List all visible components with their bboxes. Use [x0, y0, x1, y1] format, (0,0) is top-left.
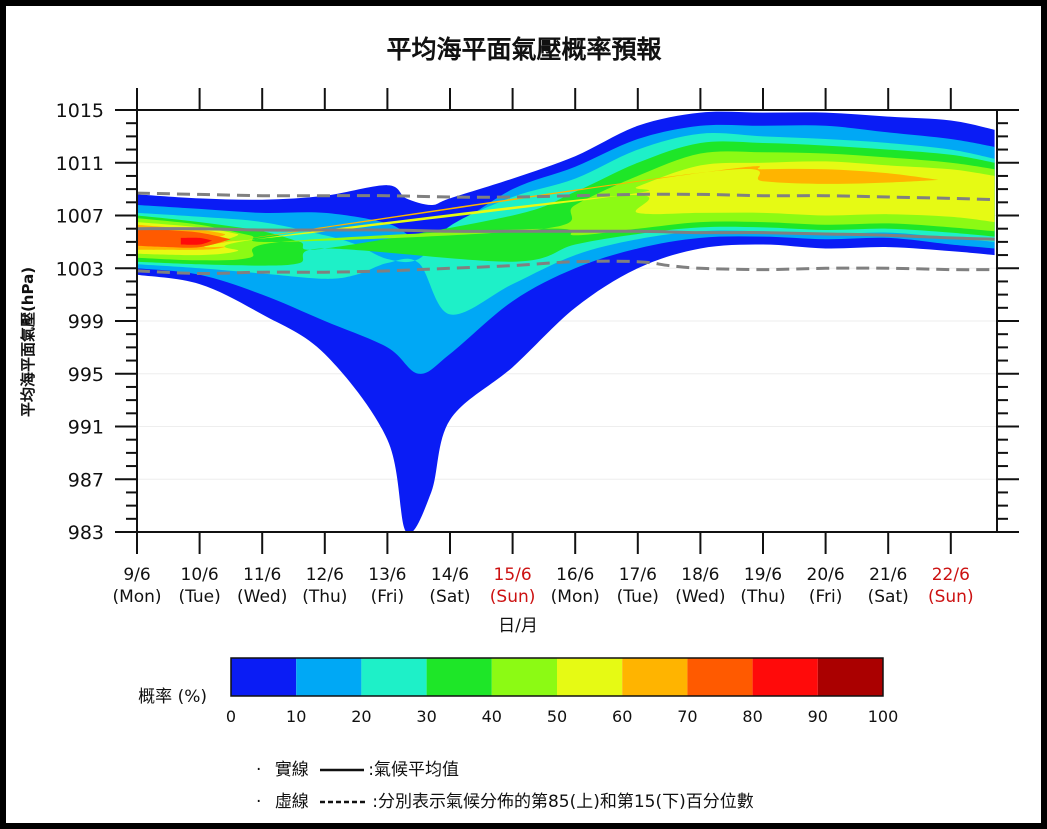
chart-title: 平均海平面氣壓概率預報 — [386, 35, 662, 64]
x-tick-date-17/6: 17/6 — [619, 565, 657, 585]
probability-band-50pct — [137, 161, 995, 256]
x-tick-date-22/6: 22/6 — [932, 565, 970, 585]
colorbar-tick-90: 90 — [808, 707, 828, 726]
x-tick-date-9/6: 9/6 — [123, 565, 150, 585]
x-tick-date-13/6: 13/6 — [368, 565, 406, 585]
x-tick-date-19/6: 19/6 — [744, 565, 782, 585]
colorbar-label: 概率 (%) — [138, 687, 207, 707]
y-tick-label-995: 995 — [68, 364, 104, 386]
legend-solid: · 實線 :氣候平均值 — [256, 755, 459, 780]
probability-band-80pct — [180, 237, 213, 245]
y-tick-label-983: 983 — [68, 522, 104, 544]
x-tick-date-11/6: 11/6 — [243, 565, 281, 585]
x-tick-day-15/6: (Sun) — [490, 587, 536, 607]
colorbar-swatch-50 — [557, 658, 623, 696]
x-tick-day-10/6: (Tue) — [178, 587, 220, 607]
climate-mean-line — [137, 227, 995, 241]
y-tick-label-1003: 1003 — [56, 258, 104, 280]
colorbar-tick-0: 0 — [226, 707, 236, 726]
x-tick-day-9/6: (Mon) — [112, 587, 161, 607]
y-tick-label-999: 999 — [68, 311, 104, 333]
legend-solid-desc: :氣候平均值 — [368, 760, 459, 780]
colorbar-swatch-0 — [231, 658, 297, 696]
colorbar-tick-100: 100 — [868, 707, 899, 726]
legend-dashed-desc: :分別表示氣候分佈的第85(上)和第15(下)百分位數 — [372, 792, 754, 812]
x-tick-date-16/6: 16/6 — [556, 565, 594, 585]
legend-solid-swatch — [320, 768, 365, 772]
x-tick-day-19/6: (Thu) — [740, 587, 785, 607]
colorbar-tick-70: 70 — [677, 707, 697, 726]
legend-dashed-bullet: · — [256, 792, 262, 812]
colorbar-tick-60: 60 — [612, 707, 632, 726]
colorbar-swatch-60 — [622, 658, 688, 696]
colorbar-tick-30: 30 — [416, 707, 436, 726]
x-tick-day-14/6: (Sat) — [429, 587, 470, 607]
x-tick-day-11/6: (Wed) — [237, 587, 287, 607]
x-tick-day-20/6: (Fri) — [809, 587, 843, 607]
colorbar-swatch-70 — [687, 658, 753, 696]
x-tick-day-12/6: (Thu) — [302, 587, 347, 607]
percentile-15-line — [137, 259, 995, 276]
x-tick-day-16/6: (Mon) — [551, 587, 600, 607]
colorbar-tick-10: 10 — [286, 707, 306, 726]
x-tick-date-18/6: 18/6 — [681, 565, 719, 585]
colorbar-border — [230, 657, 884, 697]
colorbar-tick-50: 50 — [547, 707, 567, 726]
x-axis-label: 日/月 — [498, 616, 538, 636]
y-axis-label: 平均海平面氣壓(hPa) — [19, 267, 37, 417]
colorbar-tick-20: 20 — [351, 707, 371, 726]
colorbar-swatch-30 — [426, 658, 492, 696]
colorbar-swatch-40 — [491, 658, 557, 696]
x-tick-day-21/6: (Sat) — [868, 587, 909, 607]
x-tick-day-22/6: (Sun) — [928, 587, 974, 607]
legend-dashed-label: 虛線 — [274, 792, 309, 812]
colorbar-swatch-90 — [817, 658, 883, 696]
chart-frame: 平均海平面氣壓概率預報 1015 1011 1007 1003 999 995 991 987… — [6, 6, 1041, 823]
legend-dashed-swatch — [320, 800, 369, 804]
percentile-85-line — [137, 191, 995, 202]
y-tick-label-1011: 1011 — [56, 153, 104, 175]
y-tick-label-1007: 1007 — [56, 206, 104, 228]
plot-area: 10151011100710039999959919879839/6(Mon)1… — [56, 88, 1019, 607]
x-tick-date-14/6: 14/6 — [431, 565, 469, 585]
x-tick-date-12/6: 12/6 — [306, 565, 344, 585]
probability-bands — [137, 111, 995, 532]
pressure-chart: 平均海平面氣壓概率預報 1015 1011 1007 1003 999 995 991 987… — [19, 35, 1019, 726]
y-tick-label-991: 991 — [68, 417, 104, 439]
colorbar-swatch-20 — [361, 658, 427, 696]
legend-solid-bullet: · — [256, 760, 262, 780]
colorbar-swatch-10 — [296, 658, 362, 696]
colorbar-tick-40: 40 — [482, 707, 502, 726]
probability-band-60pct — [137, 166, 939, 250]
x-tick-date-15/6: 15/6 — [494, 565, 532, 585]
colorbar: 0 10 20 30 40 50 60 70 80 90 100 — [226, 657, 899, 726]
probability-band-70pct — [137, 227, 231, 248]
colorbar-tick-80: 80 — [742, 707, 762, 726]
y-tick-label-1015: 1015 — [56, 100, 104, 122]
x-tick-date-20/6: 20/6 — [807, 565, 845, 585]
legend-solid-label: 實線 — [274, 760, 309, 780]
x-tick-date-21/6: 21/6 — [869, 565, 907, 585]
x-tick-day-17/6: (Tue) — [617, 587, 659, 607]
x-tick-day-13/6: (Fri) — [371, 587, 405, 607]
legend-dashed: · 虛線 :分別表示氣候分佈的第85(上)和第15(下)百分位數 — [256, 787, 754, 812]
y-tick-label-987: 987 — [68, 469, 104, 491]
colorbar-swatch-80 — [752, 658, 818, 696]
x-tick-date-10/6: 10/6 — [181, 565, 219, 585]
climate-lines — [137, 191, 995, 276]
x-tick-day-18/6: (Wed) — [675, 587, 725, 607]
